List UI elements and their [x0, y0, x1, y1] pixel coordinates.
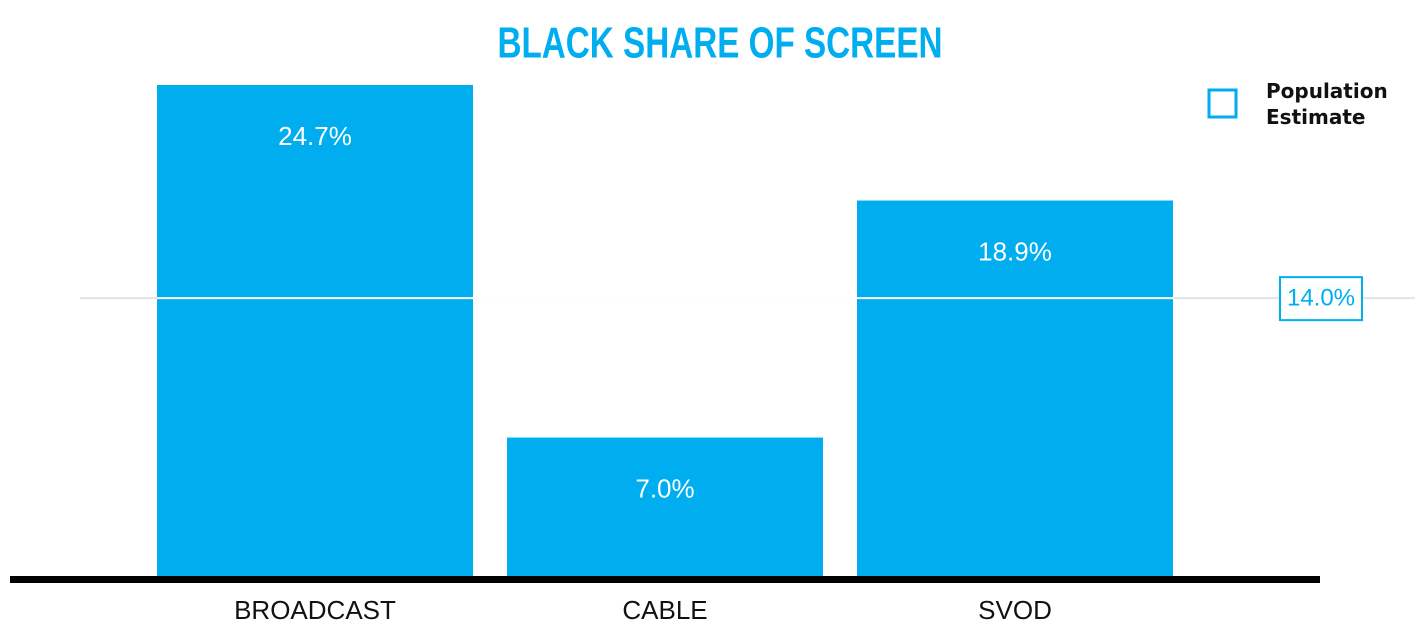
value-label: 24.7% — [278, 121, 352, 151]
x-tick-label: SVOD — [978, 595, 1052, 625]
bar — [507, 437, 823, 577]
legend-label: Population Estimate — [1266, 79, 1388, 129]
reference-label-box — [1279, 276, 1363, 322]
value-label: 18.9% — [978, 236, 1052, 266]
baseline — [10, 576, 1320, 583]
x-tick-label: CABLE — [622, 595, 707, 625]
bar — [857, 200, 1173, 577]
value-label: 7.0% — [635, 473, 694, 503]
x-tick-label: BROADCAST — [234, 595, 396, 625]
legend-swatch — [1207, 88, 1238, 119]
reference-label: 14.0% — [1287, 284, 1355, 311]
bar — [157, 85, 473, 577]
chart-title: BLACK SHARE OF SCREEN — [498, 19, 943, 68]
